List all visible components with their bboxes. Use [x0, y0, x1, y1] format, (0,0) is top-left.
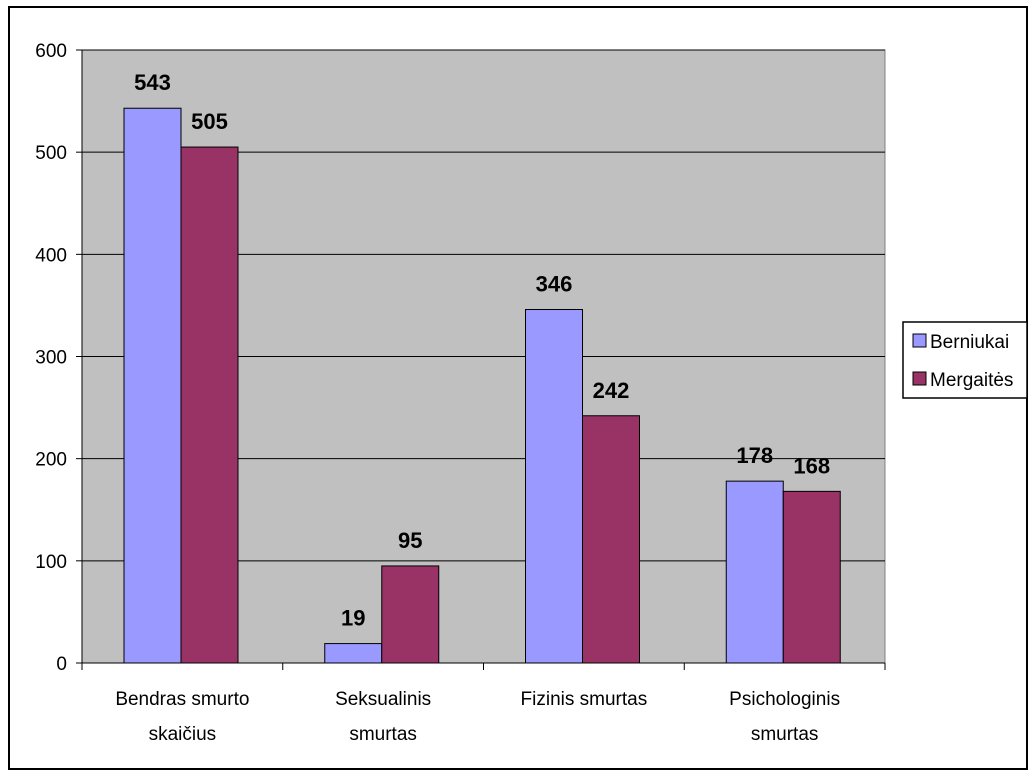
category-label: smurtas: [349, 724, 417, 745]
y-tick-label: 600: [35, 41, 67, 62]
category-label: skaičius: [149, 724, 217, 745]
category-label: Seksualinis: [335, 689, 431, 710]
y-tick-label: 0: [56, 654, 67, 675]
bar-berniukai: [725, 480, 784, 664]
data-label: 19: [341, 606, 365, 631]
bar-berniukai: [324, 643, 383, 664]
category-label: smurtas: [751, 724, 819, 745]
data-label: 242: [593, 378, 630, 403]
y-tick-label: 400: [35, 245, 67, 266]
data-label: 95: [398, 528, 422, 553]
data-label: 543: [134, 70, 171, 95]
category-label: Bendras smurto: [115, 689, 249, 710]
legend-swatch: [912, 333, 927, 348]
bar-mergaites: [782, 490, 841, 664]
legend-label: Berniukai: [930, 332, 1009, 353]
category-label: Psichologinis: [729, 689, 840, 710]
y-tick-label: 500: [35, 143, 67, 164]
data-label: 505: [191, 109, 228, 134]
bar-berniukai: [123, 107, 182, 664]
bar-berniukai: [525, 309, 583, 664]
y-tick-label: 300: [35, 348, 67, 369]
data-label: 178: [736, 443, 773, 468]
legend-swatch: [912, 371, 927, 386]
y-tick-label: 200: [35, 450, 67, 471]
bar-mergaites: [582, 415, 640, 664]
data-label: 346: [536, 272, 573, 297]
category-label: Fizinis smurtas: [521, 689, 648, 710]
data-label: 168: [793, 453, 830, 478]
y-tick-label: 100: [35, 552, 67, 573]
bar-mergaites: [381, 565, 440, 664]
bar-mergaites: [180, 146, 239, 664]
legend-label: Mergaitės: [930, 370, 1013, 391]
